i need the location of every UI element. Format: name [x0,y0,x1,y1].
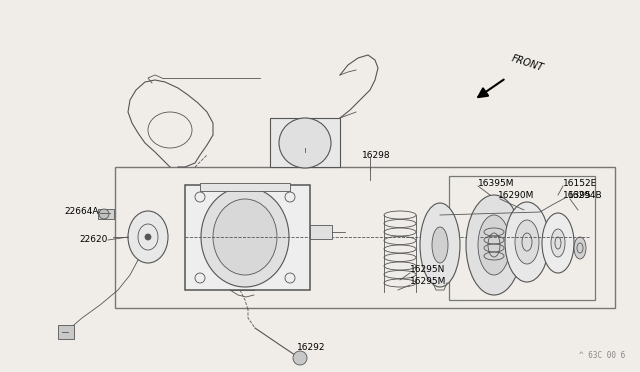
Text: 16298: 16298 [362,151,390,160]
Bar [58,325,74,339]
Ellipse shape [201,187,289,287]
Ellipse shape [574,237,586,259]
Text: 16292: 16292 [297,343,326,353]
Ellipse shape [128,211,168,263]
Text: 16395M: 16395M [478,179,515,187]
Ellipse shape [542,213,574,273]
Ellipse shape [99,209,109,219]
Ellipse shape [551,229,565,257]
Text: 16294B: 16294B [568,192,603,201]
Ellipse shape [293,351,307,365]
Ellipse shape [432,227,448,263]
Text: 16295N: 16295N [410,266,445,275]
Ellipse shape [466,195,522,295]
Bar [185,185,310,290]
Bar [200,183,290,191]
Bar [449,176,595,300]
Text: 16290M: 16290M [498,192,534,201]
Text: FRONT: FRONT [510,53,545,73]
Ellipse shape [279,118,331,168]
Text: 16395: 16395 [563,190,592,199]
Ellipse shape [505,202,549,282]
Ellipse shape [515,220,539,264]
Bar [98,209,114,219]
Text: 16152E: 16152E [563,179,597,187]
Bar [270,118,340,167]
Ellipse shape [478,215,510,275]
Text: 22664A: 22664A [65,208,99,217]
Text: 16295M: 16295M [410,278,446,286]
Text: ^ 63C 00 6: ^ 63C 00 6 [579,351,625,360]
Bar [310,225,332,239]
Ellipse shape [420,203,460,287]
Text: 22620: 22620 [79,235,108,244]
Ellipse shape [213,199,277,275]
Bar [115,167,615,308]
Ellipse shape [145,234,151,240]
